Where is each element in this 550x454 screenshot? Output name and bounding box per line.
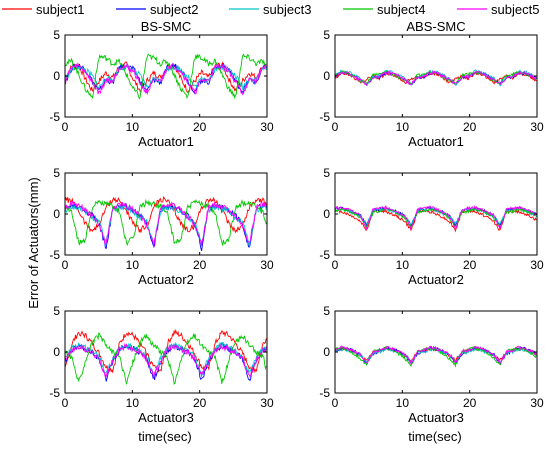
panel-title: BS-SMC	[141, 19, 192, 34]
series-line-subject5	[335, 345, 537, 366]
series-line-subject4	[65, 331, 267, 386]
series-line-subject3	[335, 69, 537, 87]
actuator-label: Actuator3	[138, 410, 194, 425]
legend-label-subject1: subject1	[36, 2, 84, 17]
y-tick-label: -5	[49, 386, 60, 400]
x-tick-label: 30	[530, 258, 544, 272]
x-tick-label: 10	[126, 396, 140, 410]
x-tick-label: 20	[463, 396, 477, 410]
x-tick-label: 30	[260, 120, 274, 134]
x-tick-label: 20	[193, 258, 207, 272]
x-tick-label: 20	[463, 120, 477, 134]
y-tick-label: 0	[53, 207, 60, 221]
x-tick-label: 10	[396, 258, 410, 272]
x-tick-label: 0	[62, 120, 69, 134]
series-line-subject5	[65, 200, 267, 247]
legend-label-subject4: subject4	[377, 2, 425, 17]
y-tick-label: 0	[53, 345, 60, 359]
legend-label-subject3: subject3	[263, 2, 311, 17]
y-tick-label: -5	[319, 386, 330, 400]
plot-frame	[334, 172, 538, 256]
y-tick-label: 5	[53, 304, 60, 318]
x-tick-label: 0	[62, 258, 69, 272]
y-tick-label: 0	[323, 69, 330, 83]
x-tick-label: 0	[332, 396, 339, 410]
x-tick-label: 20	[193, 120, 207, 134]
x-tick-label: 10	[126, 258, 140, 272]
x-tick-label: 10	[396, 396, 410, 410]
x-axis-label-right: time(sec)	[408, 429, 461, 444]
x-tick-label: 30	[530, 120, 544, 134]
x-tick-label: 0	[62, 396, 69, 410]
x-tick-label: 10	[126, 120, 140, 134]
legend-label-subject5: subject5	[491, 2, 539, 17]
legend-label-subject2: subject2	[150, 2, 198, 17]
y-tick-label: 5	[53, 166, 60, 180]
series-line-subject5	[65, 342, 267, 379]
y-tick-label: -5	[319, 110, 330, 124]
legend: subject1 subject2 subject3 subject4 subject5	[2, 2, 539, 17]
series-line-subject5	[65, 62, 267, 96]
y-tick-label: -5	[49, 110, 60, 124]
y-tick-label: 5	[323, 28, 330, 42]
x-tick-label: 20	[193, 396, 207, 410]
x-tick-label: 0	[332, 258, 339, 272]
x-tick-label: 0	[332, 120, 339, 134]
series-line-subject3	[65, 341, 267, 378]
y-tick-label: 0	[323, 207, 330, 221]
actuator-label: Actuator2	[408, 272, 464, 287]
x-tick-label: 20	[463, 258, 477, 272]
series-line-subject5	[335, 70, 537, 86]
series-line-subject4	[65, 53, 267, 100]
y-tick-label: 5	[323, 166, 330, 180]
series-line-subject5	[335, 204, 537, 232]
series-line-subject3	[65, 204, 267, 248]
x-axis-label-left: time(sec)	[138, 429, 191, 444]
y-tick-label: -5	[319, 248, 330, 262]
actuator-label: Actuator2	[138, 272, 194, 287]
y-tick-label: 0	[53, 69, 60, 83]
x-tick-label: 10	[396, 120, 410, 134]
x-tick-label: 30	[260, 396, 274, 410]
y-tick-label: 5	[323, 304, 330, 318]
y-axis-label: Error of Actuators(mm)	[26, 177, 41, 308]
x-tick-label: 30	[260, 258, 274, 272]
actuator-label: Actuator1	[408, 134, 464, 149]
actuator-label: Actuator3	[408, 410, 464, 425]
y-tick-label: -5	[49, 248, 60, 262]
series-line-subject4	[65, 198, 267, 247]
series-line-subject1	[335, 208, 537, 233]
actuator-label: Actuator1	[138, 134, 194, 149]
y-tick-label: 5	[53, 28, 60, 42]
x-tick-label: 30	[530, 396, 544, 410]
y-tick-label: 0	[323, 345, 330, 359]
panel-title: ABS-SMC	[406, 19, 465, 34]
